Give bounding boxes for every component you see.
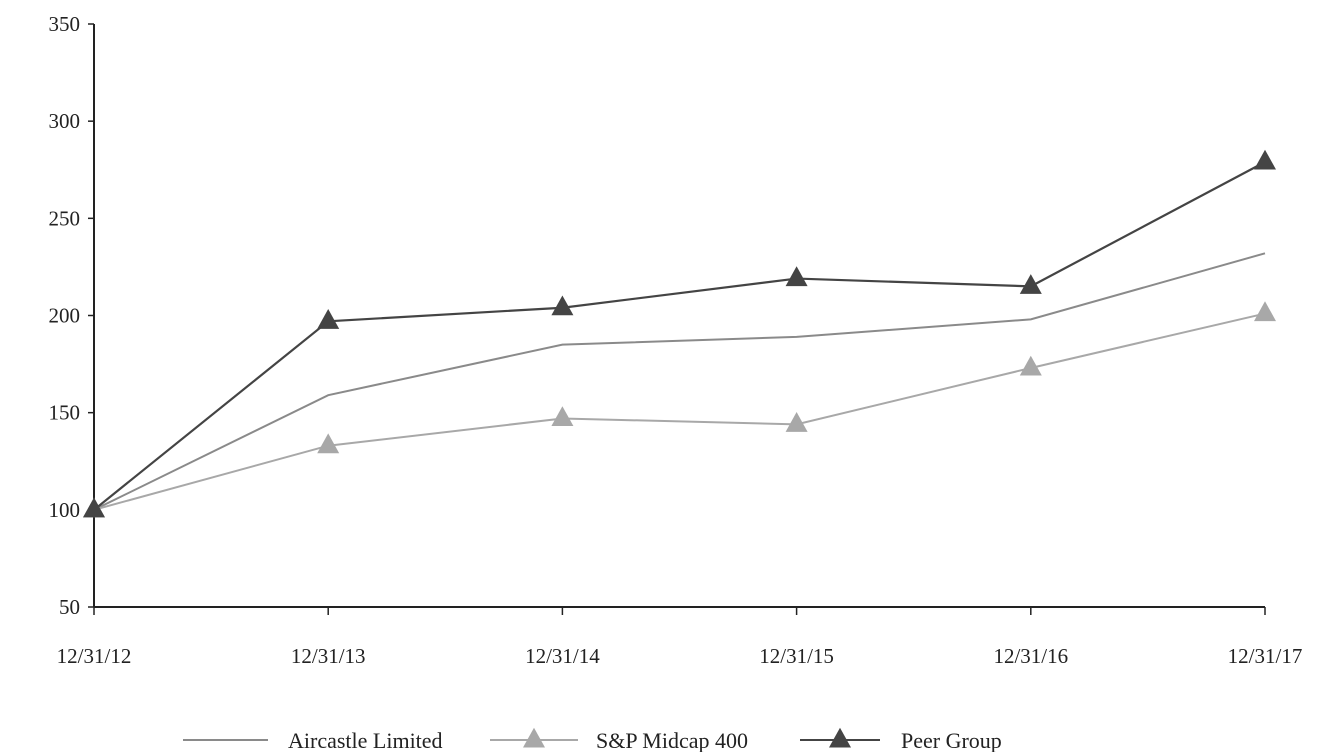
data-point-s-p-midcap-400 (1254, 301, 1276, 322)
series-line-aircastle-limited (93, 252, 1266, 511)
data-point-s-p-midcap-400 (1019, 355, 1042, 376)
legend-item-peer-group: Peer Group (800, 727, 1002, 752)
x-tick-label: 12/31/16 (993, 644, 1068, 668)
legend: Aircastle Limited S&P Midcap 400 Peer Grou… (183, 727, 1002, 752)
series-layer (83, 149, 1276, 518)
series-peer-group (83, 149, 1276, 518)
x-tick-label: 12/31/13 (291, 644, 366, 668)
legend-item-aircastle-limited: Aircastle Limited (183, 728, 443, 752)
y-axis-ticks: 50 100 150 200 250 300 350 (49, 12, 94, 619)
y-tick-label: 150 (49, 401, 81, 425)
data-point-peer-group (785, 266, 808, 287)
series-s-p-midcap-400 (83, 301, 1276, 518)
x-tick-label: 12/31/12 (57, 644, 132, 668)
data-point-peer-group (317, 309, 340, 329)
data-point-peer-group (551, 295, 574, 316)
x-tick-label: 12/31/17 (1228, 644, 1303, 668)
axes (93, 24, 1265, 608)
data-point-peer-group (1254, 149, 1276, 170)
y-tick-label: 250 (49, 206, 81, 230)
data-point-s-p-midcap-400 (785, 412, 808, 432)
x-tick-label: 12/31/15 (759, 644, 834, 668)
legend-item-s-p-midcap-400: S&P Midcap 400 (490, 727, 748, 752)
y-tick-label: 100 (49, 498, 81, 522)
data-point-s-p-midcap-400 (317, 433, 340, 454)
legend-label: Peer Group (901, 728, 1002, 752)
data-point-s-p-midcap-400 (551, 406, 574, 427)
legend-marker-triangle (523, 727, 545, 748)
x-axis-ticks: 12/31/12 12/31/13 12/31/14 12/31/15 12/31/16… (57, 607, 1303, 668)
series-line-peer-group (93, 161, 1266, 511)
legend-label: S&P Midcap 400 (596, 728, 748, 752)
y-tick-label: 200 (49, 304, 81, 328)
x-tick-label: 12/31/14 (525, 644, 600, 668)
legend-label: Aircastle Limited (288, 728, 443, 752)
data-point-peer-group (83, 497, 105, 518)
legend-marker-triangle (829, 727, 851, 748)
y-tick-label: 300 (49, 109, 81, 133)
y-tick-label: 350 (49, 12, 81, 36)
series-line-s-p-midcap-400 (93, 312, 1266, 511)
y-tick-label: 50 (59, 595, 80, 619)
data-point-peer-group (1019, 274, 1042, 294)
series-aircastle-limited (93, 252, 1266, 511)
